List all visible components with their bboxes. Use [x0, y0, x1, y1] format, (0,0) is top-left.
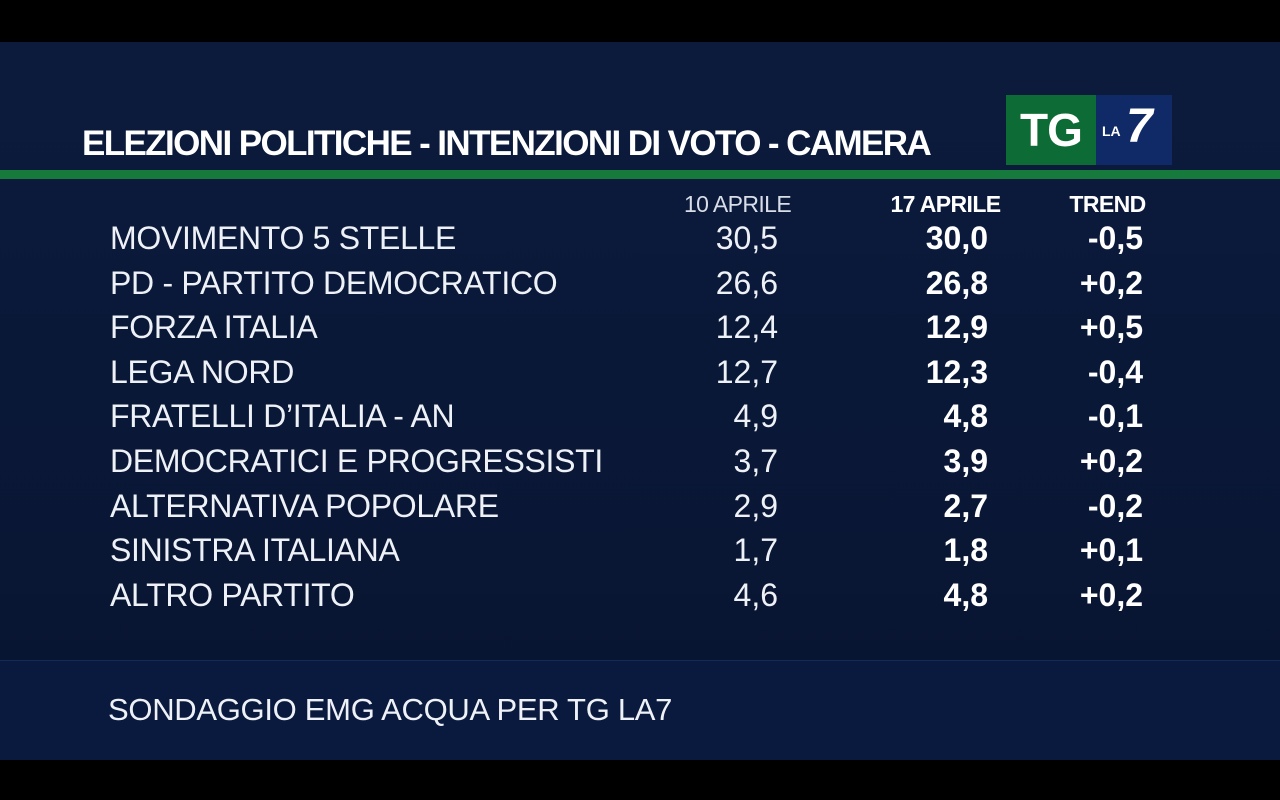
party-name: FORZA ITALIA	[110, 309, 318, 346]
trend-value: +0,5	[1079, 309, 1143, 346]
column-header-trend: TREND	[1069, 191, 1146, 217]
page-title: ELEZIONI POLITICHE - INTENZIONI DI VOTO …	[82, 124, 932, 163]
poll-panel: ELEZIONI POLITICHE - INTENZIONI DI VOTO …	[0, 42, 1280, 760]
column-header-17-aprile: 17 APRILE	[890, 191, 1001, 217]
value-17-aprile: 12,9	[925, 309, 988, 346]
tg-logo-text: TG	[1020, 104, 1083, 156]
value-17-aprile: 2,7	[943, 487, 988, 524]
trend-value: +0,2	[1079, 264, 1143, 301]
footer-bar: SONDAGGIO EMG ACQUA PER TG LA7	[0, 660, 1280, 760]
party-name: ALTERNATIVA POPOLARE	[110, 487, 499, 524]
trend-value: -0,4	[1087, 353, 1143, 390]
value-10-aprile: 1,7	[733, 532, 778, 569]
value-10-aprile: 4,9	[733, 398, 778, 435]
tg-logo: TG	[1006, 95, 1096, 165]
party-name: MOVIMENTO 5 STELLE	[110, 220, 457, 256]
table-row: LEGA NORD 12,7 12,3 -0,4	[0, 350, 1280, 395]
value-10-aprile: 12,7	[715, 353, 778, 390]
trend-value: +0,2	[1079, 443, 1143, 479]
la7-logo-seven: 7	[1126, 100, 1153, 153]
title-divider	[0, 170, 1280, 179]
value-17-aprile: 3,9	[943, 443, 988, 479]
value-10-aprile: 4,6	[733, 576, 778, 613]
la7-logo: LA 7	[1096, 95, 1172, 165]
table-row: MOVIMENTO 5 STELLE 30,5 30,0 -0,5	[0, 216, 1280, 261]
value-17-aprile: 12,3	[925, 353, 988, 390]
party-name: DEMOCRATICI E PROGRESSISTI	[110, 443, 603, 479]
table-row: DEMOCRATICI E PROGRESSISTI 3,7 3,9 +0,2	[0, 439, 1280, 484]
la7-logo-la: LA	[1102, 123, 1121, 139]
table-row: PD - PARTITO DEMOCRATICO 26,6 26,8 +0,2	[0, 261, 1280, 306]
trend-value: -0,2	[1087, 487, 1143, 524]
trend-value: -0,5	[1087, 220, 1143, 256]
value-10-aprile: 2,9	[733, 487, 778, 524]
party-name: LEGA NORD	[110, 353, 295, 390]
trend-value: +0,2	[1079, 576, 1143, 613]
value-10-aprile: 3,7	[733, 443, 778, 479]
trend-value: -0,1	[1087, 398, 1143, 435]
value-17-aprile: 4,8	[943, 398, 988, 435]
poll-source: SONDAGGIO EMG ACQUA PER TG LA7	[108, 692, 673, 727]
party-name: PD - PARTITO DEMOCRATICO	[110, 264, 558, 301]
table-row: FRATELLI D’ITALIA - AN 4,9 4,8 -0,1	[0, 394, 1280, 439]
value-17-aprile: 30,0	[925, 220, 988, 256]
value-10-aprile: 12,4	[715, 309, 778, 346]
party-name: SINISTRA ITALIANA	[110, 532, 400, 569]
table-row: ALTRO PARTITO 4,6 4,8 +0,2	[0, 573, 1280, 618]
value-17-aprile: 4,8	[943, 576, 988, 613]
party-name: FRATELLI D’ITALIA - AN	[110, 398, 455, 435]
trend-value: +0,1	[1079, 532, 1143, 569]
value-10-aprile: 30,5	[715, 220, 778, 256]
party-name: ALTRO PARTITO	[110, 576, 355, 613]
value-17-aprile: 26,8	[925, 264, 988, 301]
column-header-10-aprile: 10 APRILE	[683, 191, 792, 217]
table-row: FORZA ITALIA 12,4 12,9 +0,5	[0, 305, 1280, 350]
value-17-aprile: 1,8	[943, 532, 988, 569]
table-row: SINISTRA ITALIANA 1,7 1,8 +0,1	[0, 528, 1280, 573]
table-row: ALTERNATIVA POPOLARE 2,9 2,7 -0,2	[0, 484, 1280, 529]
value-10-aprile: 26,6	[715, 264, 778, 301]
